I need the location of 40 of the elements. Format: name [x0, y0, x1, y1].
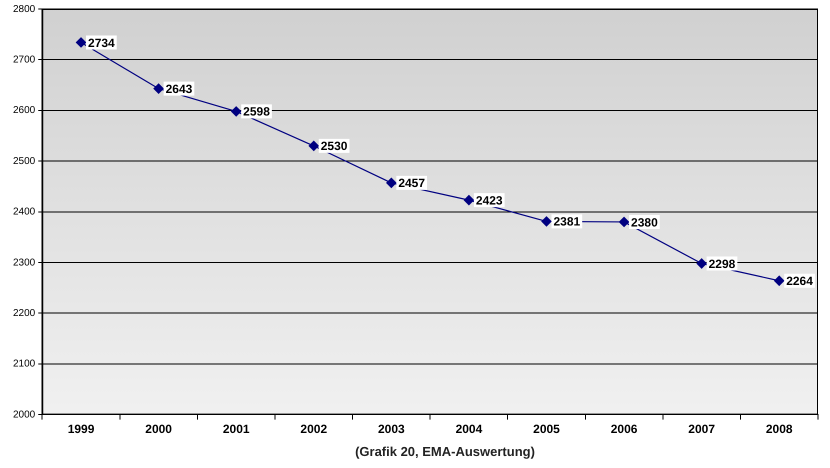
data-label: 2381: [553, 214, 581, 229]
point: [774, 276, 784, 286]
y-tick-label: 2200: [12, 308, 36, 319]
y-tick-label: 2300: [12, 257, 36, 268]
data-label: 2734: [88, 36, 116, 50]
x-tick-label: 2005: [533, 422, 560, 436]
point: [231, 106, 242, 117]
data-label: 2457: [398, 176, 426, 190]
data-label: 2530: [320, 139, 348, 154]
x-tick-label: 2006: [610, 422, 638, 436]
point: [76, 37, 86, 48]
data-label: 2598: [243, 104, 270, 119]
data-label: 2423: [476, 193, 503, 208]
x-tick-label: 2000: [145, 422, 172, 436]
y-tick-label: 2500: [12, 156, 36, 167]
x-tick-label: 2003: [378, 422, 406, 436]
text: (Grafik 20, EMA-Auswertung): [354, 444, 536, 459]
y-tick-label: 2400: [12, 206, 36, 218]
data-label: 2298: [708, 256, 736, 271]
point: [464, 195, 474, 206]
point: [386, 178, 396, 188]
data-label: 2380: [631, 215, 658, 230]
data-label: 2643: [166, 82, 193, 96]
x-tick-label: 1999: [68, 422, 95, 436]
y-tick-label: 2100: [12, 358, 36, 370]
x-tick-label: 2008: [766, 422, 793, 436]
x-tick-label: 2007: [688, 422, 716, 436]
x-tick-label: 2002: [300, 422, 328, 436]
data-label: 2264: [786, 274, 814, 288]
point: [618, 216, 630, 228]
point: [696, 258, 707, 269]
y-tick-label: 2600: [12, 105, 36, 116]
point: [154, 84, 164, 94]
point: [541, 216, 552, 227]
point: [308, 140, 319, 151]
y-tick-label: 2700: [12, 54, 36, 66]
y-tick-label: 2800: [12, 4, 36, 15]
y-tick-label: 2000: [12, 409, 36, 420]
x-tick-label: 2001: [222, 422, 250, 436]
x-tick-label: 2004: [456, 422, 483, 436]
